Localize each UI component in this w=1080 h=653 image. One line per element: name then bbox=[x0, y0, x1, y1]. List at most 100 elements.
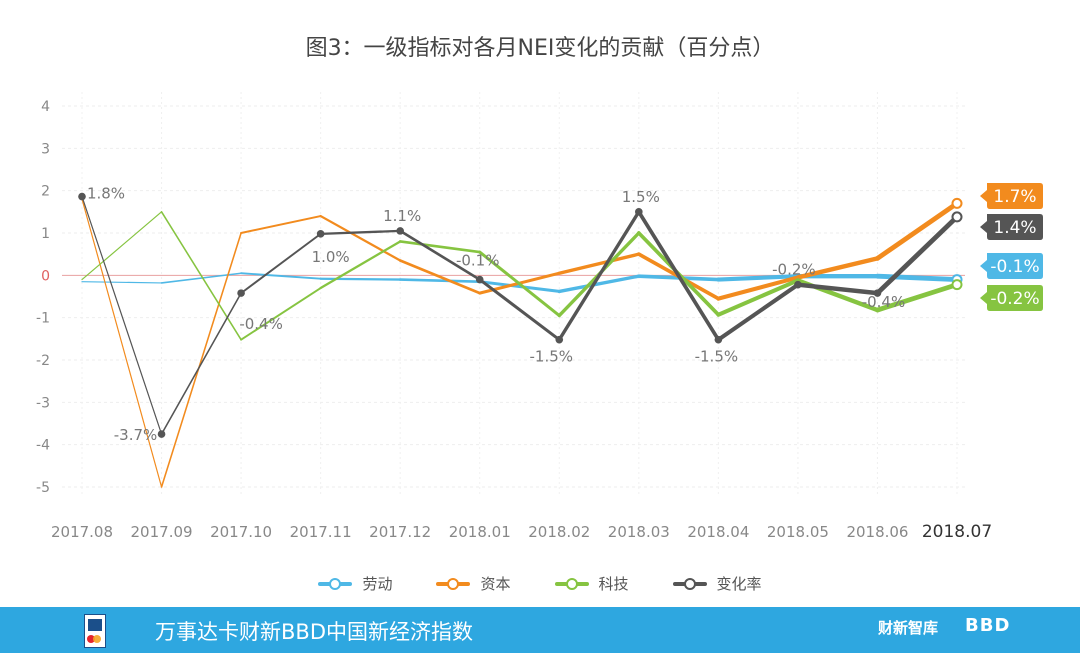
series-segment bbox=[557, 274, 641, 294]
x-tick-label: 2018.01 bbox=[449, 523, 511, 541]
end-label-text: -0.1% bbox=[990, 257, 1039, 277]
series-segment bbox=[478, 280, 561, 293]
end-label-tag: 1.4% bbox=[980, 214, 1043, 240]
series-1 bbox=[81, 197, 963, 488]
series-segment bbox=[81, 281, 163, 284]
rate-point bbox=[237, 289, 245, 297]
series-segment bbox=[636, 209, 721, 342]
y-tick-label: -1 bbox=[36, 311, 50, 327]
footer-banner: 万事达卡财新BBD中国新经济指数 财新智库 BBD bbox=[0, 607, 1080, 653]
x-tick-label: 2018.06 bbox=[846, 523, 908, 541]
axes: 4 3 2 1 0 -1 -2 -3 -4 -5 2017.08 2017.09 2017.10 2017… bbox=[36, 99, 992, 542]
rate-point bbox=[555, 335, 564, 344]
x-tick-label: 2018.03 bbox=[608, 523, 670, 541]
end-label-tag: -0.2% bbox=[980, 285, 1043, 311]
rate-point bbox=[873, 289, 882, 297]
series-segment bbox=[319, 229, 402, 235]
series-segment bbox=[557, 252, 641, 275]
caixin-brand: 财新智库 bbox=[878, 619, 939, 637]
series-segment bbox=[81, 211, 163, 281]
data-label: 1.5% bbox=[622, 188, 660, 206]
legend-item: 变化率 bbox=[672, 573, 762, 594]
data-label: -1.5% bbox=[530, 348, 574, 366]
rate-point bbox=[635, 208, 643, 216]
series-segment bbox=[398, 259, 482, 295]
y-tick-label: -3 bbox=[36, 395, 50, 411]
x-tick-label: 2017.08 bbox=[51, 523, 113, 541]
series-segment bbox=[319, 277, 402, 281]
legend: 劳动 资本 科技 变化率 bbox=[0, 573, 1080, 594]
x-tick-label: 2018.02 bbox=[528, 523, 590, 541]
data-label: 1.8% bbox=[87, 185, 125, 203]
chart-title: 图3：一级指标对各月NEI变化的贡献（百分点） bbox=[305, 36, 775, 61]
x-tick-label: 2018.04 bbox=[687, 523, 749, 541]
series-segment bbox=[398, 229, 482, 281]
legend-item: 劳动 bbox=[318, 573, 392, 594]
series-segment bbox=[240, 232, 322, 295]
series-segment bbox=[716, 278, 800, 317]
x-tick-label: 2017.10 bbox=[210, 523, 272, 541]
data-label: -0.2% bbox=[772, 261, 816, 279]
series-segment bbox=[716, 275, 800, 301]
data-label: -3.7% bbox=[114, 426, 158, 444]
series-segment bbox=[240, 215, 322, 234]
data-label: -0.4% bbox=[862, 293, 906, 311]
data-label: -0.4% bbox=[239, 315, 283, 333]
data-labels: 1.8% -3.7% -0.4% 1.0% 1.1% -0.1% -1.5% 1.5% -1.5… bbox=[87, 185, 905, 444]
end-label-text: 1.4% bbox=[993, 218, 1036, 238]
legend-label: 资本 bbox=[480, 575, 511, 593]
series-segment bbox=[81, 198, 163, 488]
x-tick-label: 2018.07 bbox=[922, 522, 992, 542]
end-label-text: 1.7% bbox=[993, 187, 1036, 207]
series-segment bbox=[716, 274, 800, 282]
y-tick-label: 2 bbox=[41, 184, 50, 200]
line-chart: 4 3 2 1 0 -1 -2 -3 -4 -5 2017.08 2017.09 2017.10 2017… bbox=[36, 92, 1043, 542]
legend-item: 资本 bbox=[436, 573, 511, 594]
series-segment bbox=[240, 287, 322, 341]
legend-label: 科技 bbox=[598, 575, 629, 593]
legend-swatch-icon bbox=[672, 577, 707, 590]
y-tick-label: 1 bbox=[41, 226, 50, 242]
y-tick-label: 3 bbox=[41, 141, 50, 157]
legend-label: 劳动 bbox=[362, 575, 393, 593]
data-label: -0.1% bbox=[456, 252, 500, 270]
y-tick-label: 4 bbox=[41, 99, 50, 115]
x-tick-label: 2017.12 bbox=[369, 523, 431, 541]
data-label: 1.0% bbox=[312, 248, 350, 266]
legend-swatch-icon bbox=[436, 577, 471, 590]
series-segment bbox=[160, 211, 242, 341]
end-label-tag: 1.7% bbox=[980, 183, 1043, 209]
rate-point bbox=[475, 275, 484, 284]
series-segment bbox=[875, 200, 960, 261]
end-labels: 1.7% 1.4% -0.1% -0.2% bbox=[980, 183, 1043, 311]
legend-item: 科技 bbox=[554, 573, 629, 594]
y-tick-label: -5 bbox=[36, 480, 50, 496]
series-segment bbox=[875, 273, 960, 282]
y-tick-label: 0 bbox=[41, 268, 50, 284]
rate-point bbox=[396, 227, 404, 235]
series-segment bbox=[795, 282, 880, 296]
series-segment bbox=[319, 240, 402, 290]
series-segment bbox=[875, 214, 960, 296]
legend-swatch-icon bbox=[318, 577, 353, 590]
y-tick-label: -4 bbox=[36, 438, 50, 454]
series-segment bbox=[478, 250, 561, 318]
series-segment bbox=[716, 282, 800, 342]
rate-point bbox=[157, 430, 166, 438]
x-tick-label: 2017.11 bbox=[290, 523, 352, 541]
series-segment bbox=[398, 240, 482, 254]
legend-label: 变化率 bbox=[716, 575, 762, 593]
end-label-text: -0.2% bbox=[990, 289, 1039, 309]
footer-title: 万事达卡财新BBD中国新经济指数 bbox=[155, 620, 473, 644]
rate-point bbox=[714, 335, 723, 344]
series-segment bbox=[398, 278, 482, 284]
series-end-point bbox=[951, 279, 963, 291]
series-segment bbox=[81, 195, 163, 435]
x-tick-label: 2018.05 bbox=[767, 523, 829, 541]
series-segment bbox=[875, 282, 960, 313]
series-segment bbox=[557, 210, 641, 342]
series-end-point bbox=[951, 197, 963, 209]
legend-swatch-icon bbox=[554, 577, 589, 590]
data-label: -1.5% bbox=[695, 348, 739, 366]
series-segment bbox=[478, 278, 561, 342]
